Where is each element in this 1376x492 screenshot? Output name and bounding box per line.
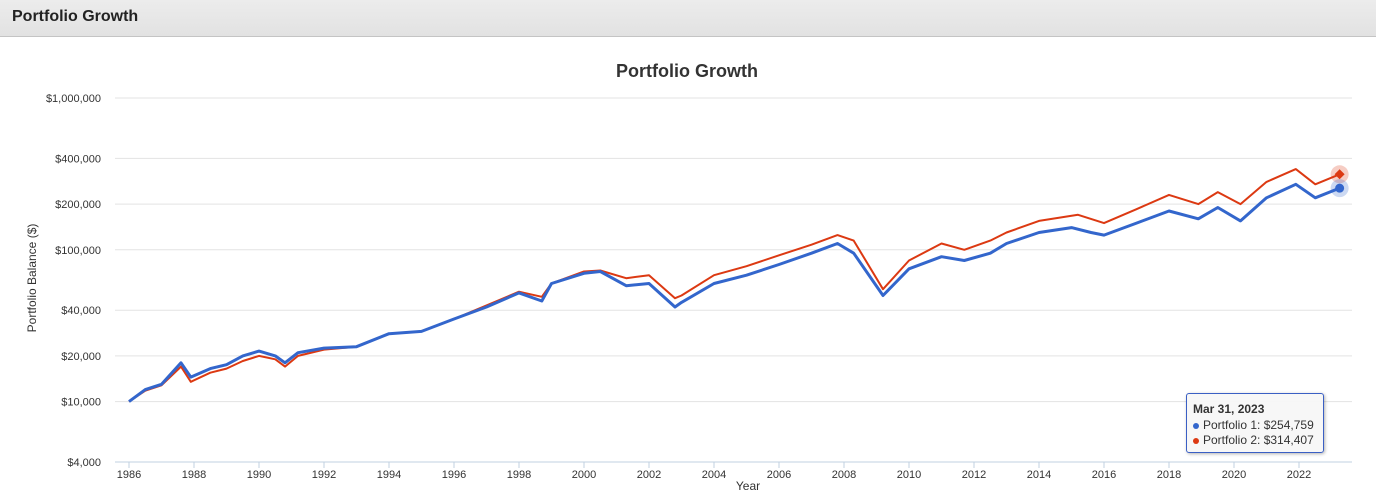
x-tick-label: 2000 xyxy=(572,469,596,481)
y-tick-label: $400,000 xyxy=(55,153,101,165)
panel-title: Portfolio Growth xyxy=(12,8,139,25)
x-tick-label: 2016 xyxy=(1092,469,1116,481)
x-tick-label: 1990 xyxy=(247,469,271,481)
x-tick-label: 2020 xyxy=(1222,469,1246,481)
x-tick-label: 2004 xyxy=(702,469,726,481)
series-line-portfolio-2 xyxy=(128,168,1340,403)
tooltip-line-1: Portfolio 1: $254,759 xyxy=(1203,418,1314,432)
x-tick-label: 1986 xyxy=(117,469,141,481)
y-tick-label: $1,000,000 xyxy=(46,93,101,105)
x-tick-label: 2022 xyxy=(1287,469,1311,481)
series-line-portfolio-1 xyxy=(128,182,1341,403)
y-tick-label: $20,000 xyxy=(61,351,101,363)
y-tick-label: $40,000 xyxy=(61,305,101,317)
y-tick-label: $4,000 xyxy=(67,457,101,469)
series-1-dot-icon xyxy=(1193,422,1199,429)
panel-header: Portfolio Growth xyxy=(0,0,1376,37)
tooltip-line-2: Portfolio 2: $314,407 xyxy=(1203,433,1314,447)
tooltip-date: Mar 31, 2023 xyxy=(1193,402,1265,416)
series-2-dot-icon xyxy=(1193,437,1199,444)
x-tick-label: 2012 xyxy=(962,469,986,481)
x-tick-label: 2014 xyxy=(1027,469,1051,481)
y-axis-label: Portfolio Balance ($) xyxy=(25,224,39,333)
x-tick-label: 2008 xyxy=(832,469,856,481)
x-tick-label: 2002 xyxy=(637,469,661,481)
chart-title: Portfolio Growth xyxy=(616,61,758,81)
series-marker-circle xyxy=(1335,183,1345,193)
y-tick-label: $10,000 xyxy=(61,397,101,409)
x-tick-label: 2010 xyxy=(897,469,921,481)
x-tick-label: 2006 xyxy=(767,469,791,481)
x-axis-label: Year xyxy=(736,479,760,492)
tooltip: Mar 31, 2023 Portfolio 1: $254,759 Portf… xyxy=(1186,393,1324,453)
x-tick-label: 2018 xyxy=(1157,469,1181,481)
x-tick-label: 1996 xyxy=(442,469,466,481)
y-tick-label: $100,000 xyxy=(55,245,101,257)
x-tick-label: 1992 xyxy=(312,469,336,481)
x-tick-label: 1998 xyxy=(507,469,531,481)
y-tick-label: $200,000 xyxy=(55,199,101,211)
x-tick-label: 1988 xyxy=(182,469,206,481)
x-tick-label: 1994 xyxy=(377,469,401,481)
series-marker-diamond xyxy=(1334,169,1345,180)
